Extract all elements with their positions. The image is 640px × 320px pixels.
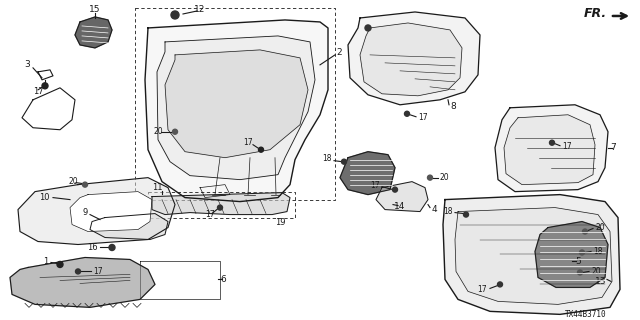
Text: 17: 17: [371, 181, 380, 190]
Text: TX44B3710: TX44B3710: [565, 310, 607, 319]
Text: 15: 15: [89, 5, 100, 14]
Text: 20: 20: [595, 223, 605, 232]
Polygon shape: [340, 152, 395, 195]
Polygon shape: [157, 36, 315, 180]
Circle shape: [428, 175, 433, 180]
Circle shape: [342, 159, 346, 164]
Polygon shape: [70, 192, 152, 232]
Circle shape: [76, 269, 81, 274]
Text: 11: 11: [152, 183, 163, 192]
Text: 20: 20: [153, 127, 163, 136]
Text: 2: 2: [336, 48, 342, 57]
Text: 14: 14: [394, 202, 406, 211]
Polygon shape: [10, 258, 155, 308]
Circle shape: [577, 270, 582, 275]
Polygon shape: [145, 20, 328, 202]
Text: 5: 5: [575, 257, 580, 266]
Circle shape: [497, 282, 502, 287]
Polygon shape: [455, 208, 612, 304]
Circle shape: [42, 83, 48, 89]
Text: 12: 12: [195, 5, 205, 14]
Circle shape: [57, 261, 63, 268]
Circle shape: [365, 25, 371, 31]
Text: 17: 17: [243, 138, 253, 147]
Text: 18: 18: [323, 154, 332, 163]
Circle shape: [259, 147, 264, 152]
Circle shape: [392, 187, 397, 192]
Circle shape: [109, 244, 115, 251]
Text: 6: 6: [220, 275, 226, 284]
Polygon shape: [443, 195, 620, 314]
Circle shape: [171, 11, 179, 19]
Text: 18: 18: [444, 207, 453, 216]
Text: 19: 19: [275, 218, 285, 227]
Polygon shape: [90, 213, 168, 239]
Text: 3: 3: [24, 60, 30, 69]
Polygon shape: [504, 115, 595, 185]
Polygon shape: [18, 178, 175, 244]
Text: 9: 9: [83, 208, 88, 217]
Text: 8: 8: [450, 102, 456, 111]
Circle shape: [173, 129, 177, 134]
Text: 10: 10: [40, 193, 50, 202]
Text: 18: 18: [593, 247, 602, 256]
Circle shape: [218, 205, 223, 210]
Circle shape: [579, 250, 584, 255]
Polygon shape: [165, 50, 308, 158]
Polygon shape: [376, 182, 428, 212]
Circle shape: [463, 212, 468, 217]
Polygon shape: [152, 193, 290, 215]
Text: 17: 17: [205, 210, 215, 219]
Text: 7: 7: [610, 143, 616, 152]
Text: 20: 20: [440, 173, 450, 182]
Text: 17: 17: [33, 87, 44, 96]
Text: 17: 17: [562, 142, 572, 151]
Polygon shape: [535, 221, 608, 287]
Circle shape: [404, 111, 410, 116]
Text: 16: 16: [88, 243, 98, 252]
Polygon shape: [360, 23, 462, 96]
Text: 17: 17: [93, 267, 102, 276]
Text: 13: 13: [595, 277, 607, 286]
Polygon shape: [75, 17, 112, 48]
Circle shape: [582, 229, 588, 234]
Text: FR.: FR.: [584, 7, 607, 20]
Text: 4: 4: [432, 205, 438, 214]
Text: 1: 1: [43, 257, 48, 266]
Text: 20: 20: [68, 177, 78, 186]
Text: 20: 20: [591, 267, 600, 276]
Text: 17: 17: [477, 285, 487, 294]
Polygon shape: [348, 12, 480, 105]
Text: 17: 17: [418, 113, 428, 122]
Polygon shape: [495, 105, 608, 192]
Circle shape: [83, 182, 88, 187]
Circle shape: [550, 140, 554, 145]
